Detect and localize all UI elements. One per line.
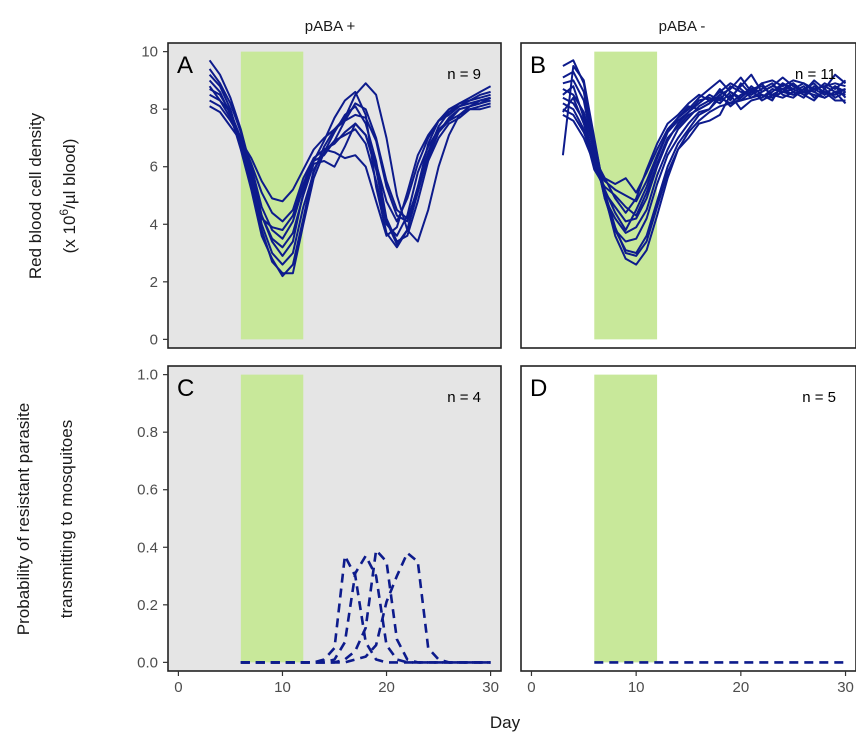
x-tick-label: 20 xyxy=(733,679,750,696)
x-tick-label: 0 xyxy=(174,679,182,696)
panel-letter: C xyxy=(177,375,194,402)
panel-letter: D xyxy=(530,375,547,402)
y-tick-label: 0.6 xyxy=(137,482,158,499)
n-label: n = 9 xyxy=(447,66,481,83)
x-tick-label: 30 xyxy=(837,679,854,696)
x-tick-label: 10 xyxy=(628,679,645,696)
strip-label-left: pABA + xyxy=(305,18,356,35)
ylabel-top: Red blood cell density (x 106/µl blood) xyxy=(26,112,79,279)
y-tick-label: 0.0 xyxy=(137,654,158,671)
ylabel-bottom: Probability of resistant parasite transm… xyxy=(14,403,76,635)
y-tick-label: 8 xyxy=(150,101,158,118)
y-tick-label: 10 xyxy=(141,44,158,61)
panel-c: 0.0 0.2 0.4 0.6 0.8 1.0 0 10 20 30 C n = 4 xyxy=(137,366,501,696)
strip-label-right: pABA - xyxy=(659,18,706,35)
ylabel-bottom-line1: Probability of resistant parasite xyxy=(14,403,33,635)
ylabel-top-line2: (x 106/µl blood) xyxy=(57,139,79,254)
n-label: n = 11 xyxy=(795,66,836,83)
treatment-window xyxy=(241,375,303,663)
y-tick-label: 1.0 xyxy=(137,367,158,384)
treatment-window xyxy=(594,375,657,663)
panel-background xyxy=(168,366,501,671)
x-tick-label: 20 xyxy=(378,679,395,696)
panel-letter: B xyxy=(530,52,546,79)
ylabel-top-line1: Red blood cell density xyxy=(26,112,45,279)
x-tick-label: 30 xyxy=(482,679,499,696)
panel-d: 0 10 20 30 D n = 5 xyxy=(521,366,856,696)
y-tick-label: 4 xyxy=(150,216,158,233)
x-tick-label: 0 xyxy=(527,679,535,696)
y-tick-label: 6 xyxy=(150,159,158,176)
n-label: n = 5 xyxy=(802,389,836,406)
y-tick-label: 0.4 xyxy=(137,539,158,556)
panel-background xyxy=(521,366,856,671)
n-label: n = 4 xyxy=(447,389,481,406)
y-tick-label: 0.2 xyxy=(137,597,158,614)
y-tick-label: 0 xyxy=(150,331,158,348)
xlabel: Day xyxy=(490,713,521,732)
y-tick-label: 2 xyxy=(150,274,158,291)
panel-letter: A xyxy=(177,52,193,79)
y-tick-label: 0.8 xyxy=(137,424,158,441)
treatment-window xyxy=(241,52,303,340)
x-tick-label: 10 xyxy=(274,679,291,696)
ylabel-bottom-line2: transmitting to mosquitoes xyxy=(57,420,76,618)
